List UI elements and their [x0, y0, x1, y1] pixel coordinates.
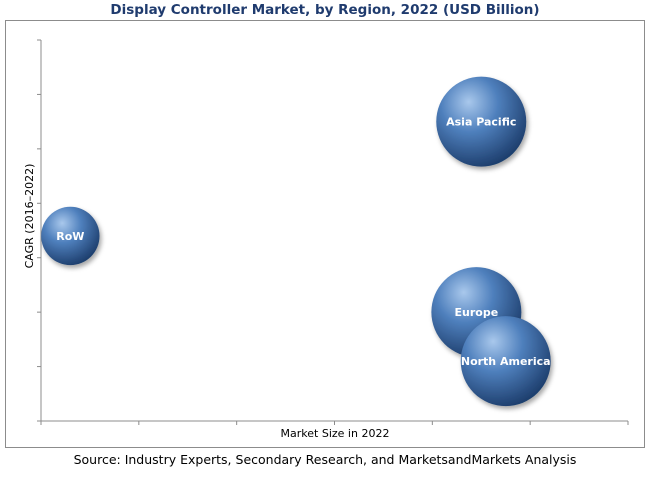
- bubble-north-america: North America: [460, 316, 551, 407]
- x-axis-title: Market Size in 2022: [281, 427, 390, 440]
- axes: [37, 39, 629, 425]
- bubble-chart: Asia Pacific RoW Europe North America Marke…: [23, 39, 629, 440]
- bubble-row-label: RoW: [56, 230, 84, 243]
- source-note: Source: Industry Experts, Secondary Rese…: [73, 452, 577, 467]
- bubble-asia-pacific-label: Asia Pacific: [446, 116, 516, 129]
- bubbles: Asia Pacific RoW Europe North America: [41, 76, 551, 407]
- bubble-asia-pacific-circle: [436, 76, 527, 167]
- plot-frame: [5, 20, 645, 448]
- bubble-europe-label: Europe: [455, 306, 499, 319]
- bubble-north-america-circle: [460, 316, 551, 407]
- bubble-north-america-label: North America: [461, 355, 551, 368]
- bubble-row: RoW: [41, 206, 100, 266]
- chart-title: Display Controller Market, by Region, 20…: [110, 2, 540, 18]
- bubble-row-circle: [41, 206, 100, 266]
- bubble-asia-pacific: Asia Pacific: [436, 76, 527, 167]
- y-axis-title: CAGR (2016–2022): [23, 164, 36, 269]
